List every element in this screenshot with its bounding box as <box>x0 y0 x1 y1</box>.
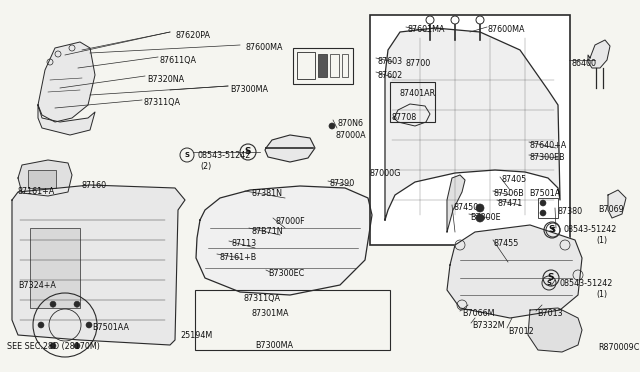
Polygon shape <box>265 135 315 162</box>
Text: 87390: 87390 <box>330 180 355 189</box>
Polygon shape <box>394 104 430 126</box>
Text: 87506B: 87506B <box>494 189 525 199</box>
Polygon shape <box>528 308 582 352</box>
Bar <box>538 198 558 218</box>
Text: B7066M: B7066M <box>462 310 495 318</box>
Text: B7320NA: B7320NA <box>147 74 184 83</box>
Circle shape <box>476 16 484 24</box>
Polygon shape <box>38 42 95 122</box>
Polygon shape <box>447 225 582 318</box>
Text: (2): (2) <box>200 161 211 170</box>
Text: 25194M: 25194M <box>180 330 212 340</box>
Bar <box>293 48 353 84</box>
Circle shape <box>426 16 434 24</box>
Text: 87611QA: 87611QA <box>160 55 197 64</box>
Circle shape <box>38 322 44 328</box>
Text: B7300EC: B7300EC <box>268 269 304 278</box>
Text: 87602: 87602 <box>378 71 403 80</box>
Bar <box>28 170 56 188</box>
Bar <box>318 54 327 77</box>
Text: 87708: 87708 <box>392 113 417 122</box>
Text: 87160: 87160 <box>82 180 107 189</box>
Text: S: S <box>548 225 556 234</box>
Polygon shape <box>196 186 372 295</box>
Text: 87381N: 87381N <box>252 189 283 199</box>
Bar <box>195 290 390 350</box>
Text: 87601MA: 87601MA <box>408 26 445 35</box>
Text: 87000A: 87000A <box>335 131 365 140</box>
Text: 87113: 87113 <box>231 240 256 248</box>
Text: 87471: 87471 <box>498 199 524 208</box>
Text: B7332M: B7332M <box>472 321 504 330</box>
Text: B7300E: B7300E <box>470 212 500 221</box>
Text: 87311QA: 87311QA <box>143 99 180 108</box>
Circle shape <box>540 200 546 206</box>
Text: 86400: 86400 <box>571 58 596 67</box>
Polygon shape <box>38 105 95 135</box>
Text: 87000G: 87000G <box>370 169 401 177</box>
Circle shape <box>50 343 56 349</box>
Circle shape <box>86 322 92 328</box>
Bar <box>390 82 435 122</box>
Polygon shape <box>447 175 465 232</box>
Text: 87000F: 87000F <box>275 217 305 225</box>
Text: B7012: B7012 <box>508 327 534 336</box>
Text: 87301MA: 87301MA <box>252 308 289 317</box>
Circle shape <box>451 16 459 24</box>
Text: 87600MA: 87600MA <box>245 44 282 52</box>
Text: 87380: 87380 <box>557 206 582 215</box>
Text: (1): (1) <box>596 237 607 246</box>
Circle shape <box>74 343 80 349</box>
Text: 87405: 87405 <box>502 176 527 185</box>
Text: B7069: B7069 <box>598 205 624 215</box>
Text: 87640+A: 87640+A <box>530 141 567 150</box>
Bar <box>330 54 339 77</box>
Text: 87620PA: 87620PA <box>175 31 210 39</box>
Bar <box>30 228 80 308</box>
Polygon shape <box>588 40 610 68</box>
Circle shape <box>476 214 484 222</box>
Circle shape <box>540 210 546 216</box>
Text: 87161+A: 87161+A <box>18 186 55 196</box>
Text: SEE SEC.28D (28170M): SEE SEC.28D (28170M) <box>7 343 100 352</box>
Text: B7300MA: B7300MA <box>230 84 268 93</box>
Text: 87401AR: 87401AR <box>400 89 436 97</box>
Text: 08543-51242: 08543-51242 <box>559 279 612 288</box>
Text: 870N6: 870N6 <box>338 119 364 128</box>
Text: B7501A: B7501A <box>529 189 560 199</box>
Text: S: S <box>184 152 189 158</box>
Text: 87603: 87603 <box>378 57 403 65</box>
Text: S: S <box>244 148 252 157</box>
Text: S: S <box>548 273 554 282</box>
Text: B7324+A: B7324+A <box>18 280 56 289</box>
Text: 87600MA: 87600MA <box>488 26 525 35</box>
Text: 87450: 87450 <box>453 203 478 212</box>
Circle shape <box>476 204 484 212</box>
Text: 87B71N: 87B71N <box>251 227 283 235</box>
Text: 08543-51242: 08543-51242 <box>197 151 250 160</box>
Text: S: S <box>547 280 552 286</box>
Text: 87161+B: 87161+B <box>219 253 256 262</box>
Polygon shape <box>385 28 560 220</box>
Text: 08543-51242: 08543-51242 <box>563 225 616 234</box>
Text: 87455: 87455 <box>494 238 520 247</box>
Text: R870009C: R870009C <box>598 343 639 353</box>
Text: B7501AA: B7501AA <box>92 324 129 333</box>
Circle shape <box>74 301 80 307</box>
Text: (1): (1) <box>596 291 607 299</box>
Text: 87311QA: 87311QA <box>243 295 280 304</box>
Text: S: S <box>550 227 556 233</box>
Polygon shape <box>18 160 72 196</box>
Polygon shape <box>12 185 185 345</box>
Bar <box>342 54 348 77</box>
Text: B7300MA: B7300MA <box>255 340 293 350</box>
Text: 87700: 87700 <box>405 58 430 67</box>
Text: B7013: B7013 <box>537 310 563 318</box>
Text: 87300EB: 87300EB <box>530 154 566 163</box>
Bar <box>370 15 570 245</box>
Bar <box>297 52 315 79</box>
Circle shape <box>329 123 335 129</box>
Polygon shape <box>608 190 626 218</box>
Circle shape <box>50 301 56 307</box>
